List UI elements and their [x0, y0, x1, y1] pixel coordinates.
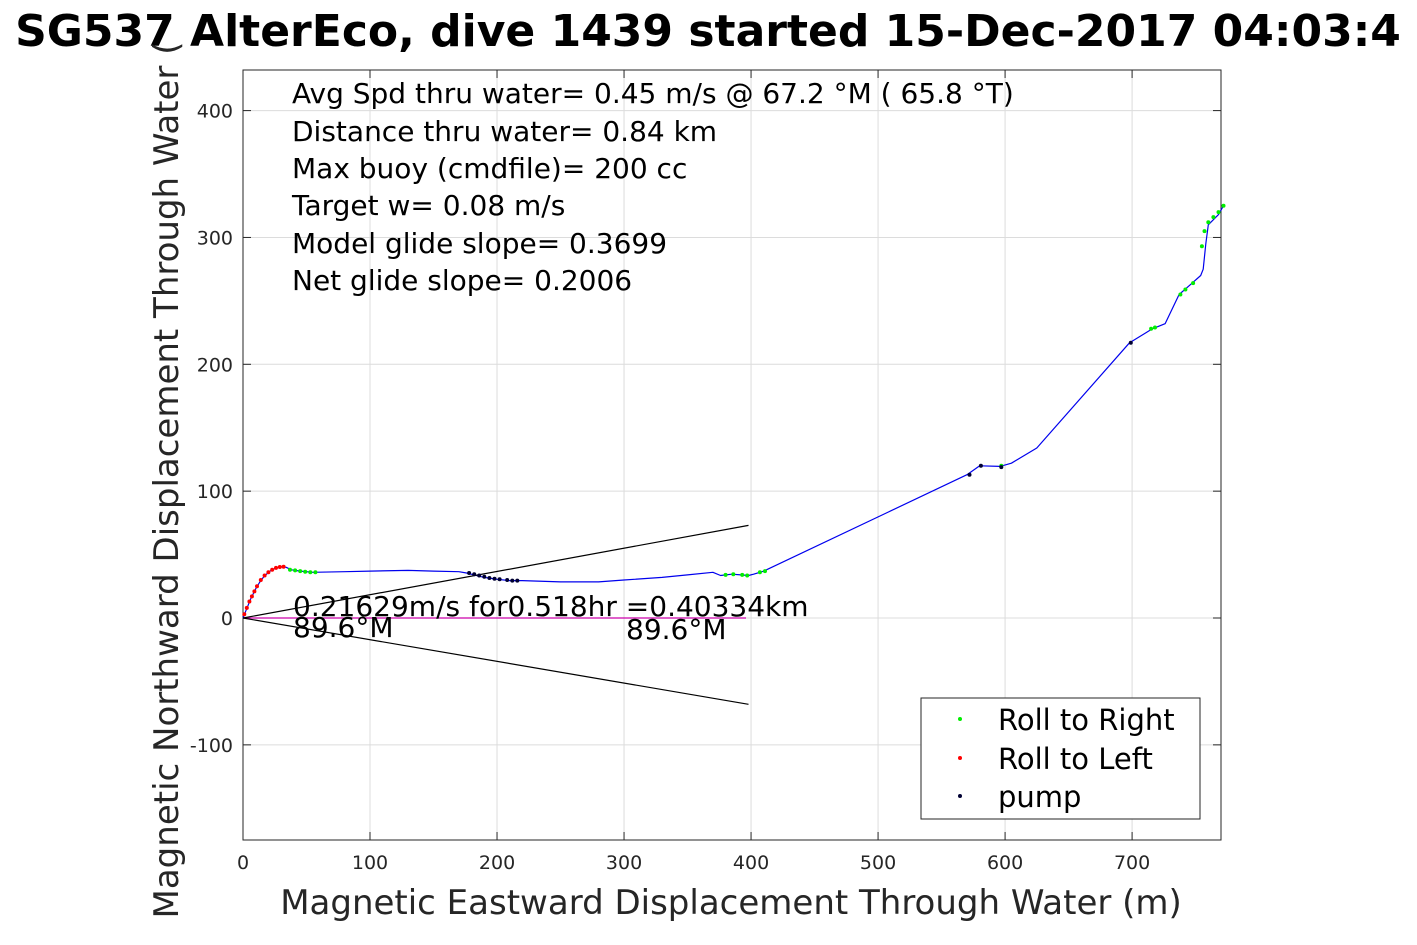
marker-roll-right [1178, 292, 1183, 297]
marker-pump [1128, 340, 1133, 345]
annotation-net-glide-slope: Net glide slope= 0.2006 [292, 264, 632, 297]
marker-layer [242, 203, 1226, 617]
marker-roll-right [745, 573, 750, 578]
chart-title: SG537 AlterEco, dive 1439 started 15-Dec… [15, 6, 1401, 57]
x-tick-label: 400 [733, 852, 769, 874]
marker-roll-left [244, 605, 249, 610]
marker-pump [967, 472, 972, 477]
marker-roll-right [1149, 326, 1154, 331]
x-axis-label: Magnetic Eastward Displacement Through W… [280, 883, 1182, 923]
annotation-max-buoy: Max buoy (cmdfile)= 200 cc [292, 152, 687, 185]
annotation-target-w: Target w= 0.08 m/s [291, 189, 565, 222]
legend-box [920, 697, 1201, 820]
marker-roll-right [1202, 229, 1207, 234]
marker-roll-left [274, 565, 278, 570]
annotation-model-glide-slope: Model glide slope= 0.3699 [292, 227, 667, 260]
marker-roll-right [1191, 281, 1196, 286]
y-tick-label: -100 [190, 735, 233, 757]
marker-pump [477, 573, 482, 578]
marker-roll-left [281, 564, 286, 569]
marker-roll-right [723, 572, 728, 577]
x-tick-label: 0 [237, 852, 249, 874]
x-tick-label: 500 [860, 852, 896, 874]
marker-pump [510, 578, 515, 583]
x-tick-label: 100 [352, 852, 388, 874]
marker-roll-right [763, 569, 767, 574]
marker-pump [482, 574, 487, 579]
marker-roll-right [293, 568, 298, 573]
legend-label-roll-right: Roll to Right [998, 703, 1175, 737]
marker-roll-right [1183, 287, 1188, 292]
x-tick-label: 700 [1114, 852, 1150, 874]
heading-label-right: 89.6°M [626, 613, 727, 646]
marker-roll-left [242, 612, 247, 617]
marker-roll-right [1221, 203, 1226, 208]
annotation-block: Avg Spd thru water= 0.45 m/s @ 67.2 °M (… [291, 77, 1014, 297]
marker-roll-right [1153, 325, 1157, 330]
legend-label-pump: pump [998, 780, 1081, 814]
marker-pump [497, 577, 502, 582]
marker-roll-right [1199, 244, 1204, 249]
y-tick-label: 0 [221, 608, 233, 630]
y-tick-label: 400 [197, 101, 233, 123]
marker-pump [505, 578, 510, 582]
marker-roll-left [258, 578, 263, 582]
x-tick-label: 200 [479, 852, 515, 874]
marker-roll-right [288, 567, 292, 572]
marker-roll-right [1216, 210, 1221, 215]
marker-pump [472, 572, 477, 577]
annotation-avg-speed: Avg Spd thru water= 0.45 m/s @ 67.2 °M (… [292, 77, 1014, 110]
marker-pump [492, 576, 497, 581]
x-tick-label: 300 [606, 852, 642, 874]
marker-roll-right [303, 569, 308, 574]
legend-marker-roll-left [958, 756, 962, 760]
marker-roll-left [277, 565, 282, 569]
series-line-3 [242, 617, 749, 705]
current-label: 0.21629m/s for0.518hr =0.40334km [293, 590, 809, 623]
marker-roll-left [255, 584, 259, 589]
heading-label-left: 89.6°M [293, 611, 394, 644]
ticks: 0 100 200 300 400 500 600 700 -100 0 100 200 300 400 [190, 70, 1221, 874]
marker-roll-left [270, 567, 275, 572]
marker-pump [467, 571, 472, 575]
marker-pump [515, 578, 520, 583]
marker-roll-right [308, 570, 313, 575]
marker-roll-right [298, 569, 303, 574]
y-tick-label: 300 [197, 227, 233, 249]
y-tick-label: 200 [197, 354, 233, 376]
marker-roll-right [1211, 215, 1216, 220]
marker-roll-right [757, 570, 762, 575]
marker-roll-left [252, 589, 257, 594]
marker-roll-left [249, 594, 254, 599]
marker-roll-right [1206, 220, 1211, 225]
marker-pump [999, 465, 1004, 470]
marker-roll-right [740, 572, 745, 577]
marker-roll-right [313, 570, 318, 575]
x-tick-label: 600 [987, 852, 1023, 874]
marker-roll-left [247, 599, 252, 604]
series-line-2 [242, 524, 749, 619]
legend-label-roll-left: Roll to Left [998, 742, 1153, 776]
legend-marker-pump [958, 794, 962, 798]
annotation-distance: Distance thru water= 0.84 km [292, 115, 717, 148]
legend: Roll to Right Roll to Left pump [920, 697, 1201, 820]
plot-area [242, 69, 1222, 841]
y-tick-label: 100 [197, 481, 233, 503]
marker-roll-left [262, 573, 267, 578]
marker-pump [978, 463, 983, 468]
y-axis-label: Magnetic Northward Displacement Through … [147, 42, 187, 919]
legend-marker-roll-right [958, 717, 962, 721]
marker-pump [487, 576, 492, 580]
marker-roll-right [731, 572, 736, 577]
marker-roll-left [266, 570, 271, 575]
